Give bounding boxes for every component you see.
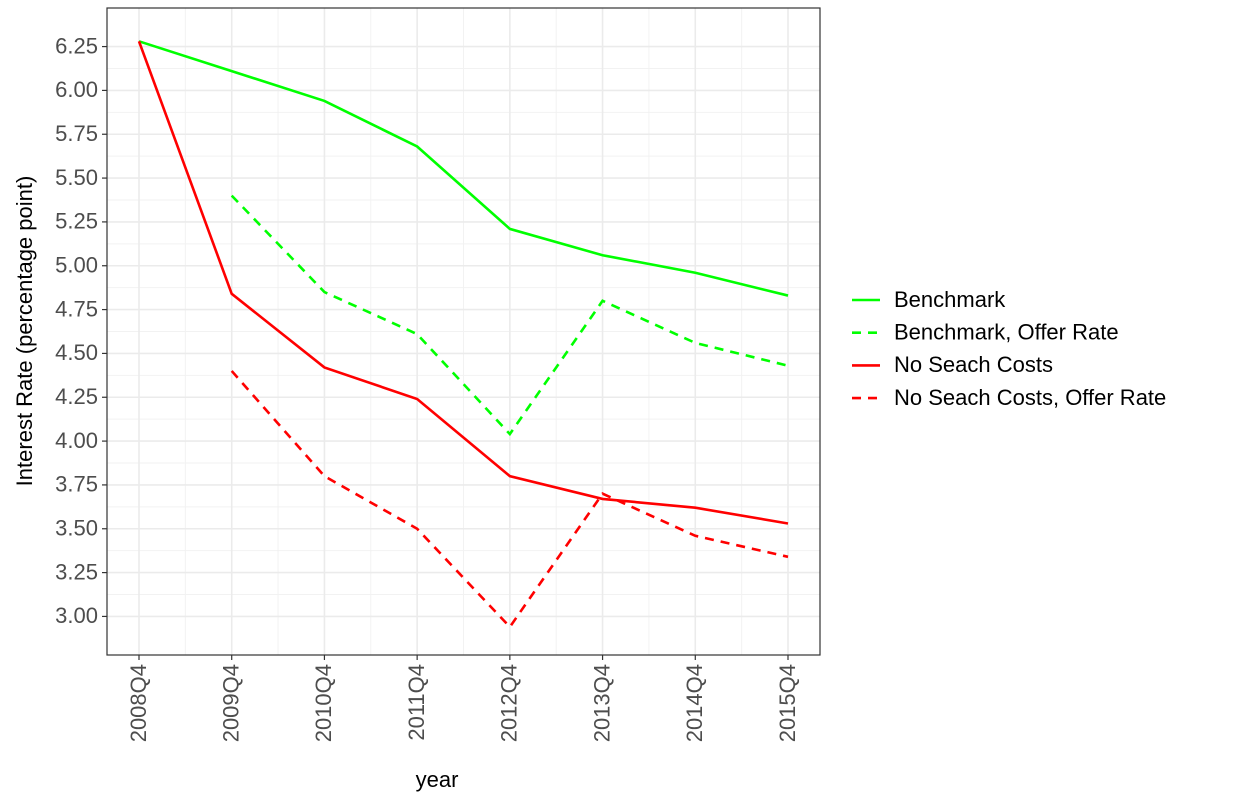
y-tick-label: 5.25 [55, 209, 98, 234]
series-line [137, 40, 789, 525]
x-tick-label: 2009Q4 [219, 664, 244, 742]
series-line [138, 40, 789, 297]
series-line [230, 370, 789, 630]
y-tick-label: 4.75 [55, 296, 98, 321]
x-tick-label: 2014Q4 [682, 664, 707, 742]
panel-border [106, 7, 821, 656]
y-tick-label: 5.50 [55, 165, 98, 190]
legend-label: No Seach Costs [894, 352, 1053, 377]
y-tick-label: 3.50 [55, 516, 98, 541]
x-tick-label: 2011Q4 [404, 664, 429, 741]
y-tick-label: 4.50 [55, 340, 98, 365]
legend-label: Benchmark, Offer Rate [894, 320, 1119, 345]
y-tick-label: 6.00 [55, 77, 98, 102]
x-tick-label: 2015Q4 [775, 664, 800, 742]
y-tick-label: 3.00 [55, 603, 98, 628]
x-axis-title: year [416, 767, 459, 792]
x-tick-label: 2012Q4 [497, 664, 522, 742]
x-tick-label: 2008Q4 [126, 664, 151, 742]
y-tick-label: 5.75 [55, 121, 98, 146]
y-tick-label: 6.25 [55, 33, 98, 58]
x-tick-label: 2010Q4 [311, 664, 336, 742]
series-line [230, 194, 789, 437]
y-tick-label: 3.25 [55, 559, 98, 584]
y-tick-label: 4.25 [55, 384, 98, 409]
y-tick-label: 3.75 [55, 472, 98, 497]
y-tick-label: 5.00 [55, 253, 98, 278]
legend-label: No Seach Costs, Offer Rate [894, 385, 1166, 410]
y-tick-label: 4.00 [55, 428, 98, 453]
y-axis-title: Interest Rate (percentage point) [12, 176, 37, 487]
legend-label: Benchmark [894, 287, 1006, 312]
x-tick-label: 2013Q4 [589, 664, 614, 742]
